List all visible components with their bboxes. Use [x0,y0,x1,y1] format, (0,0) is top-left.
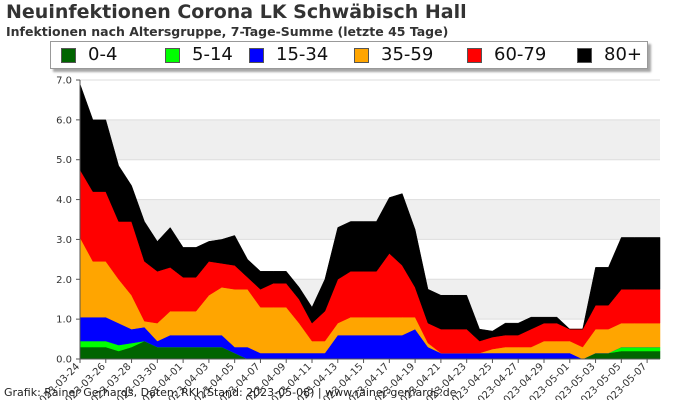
credit-text: Grafik: Rainer Gerhards, Daten: RKI (Sta… [4,386,457,399]
legend-label: 80+ [604,44,642,65]
y-tick-label: 2.0 [56,275,72,286]
legend-swatch [467,48,482,63]
legend-label: 35-59 [381,44,434,65]
legend-label: 5-14 [192,44,233,65]
legend-swatch [354,48,369,63]
chart-subtitle: Infektionen nach Altersgruppe, 7-Tage-Su… [6,24,449,39]
legend-label: 60-79 [494,44,547,65]
y-tick-label: 7.0 [56,76,72,87]
grid-band [80,159,660,200]
legend-label: 15-34 [276,44,329,65]
y-tick-labels: 0.0 1.0 2.0 3.0 4.0 5.0 6.0 7.0 [56,76,80,366]
y-tick-label: 0.0 [56,355,72,366]
legend-swatch [577,48,592,63]
legend: 0-4 5-14 15-34 35-59 60-79 80+ [50,41,648,69]
axes [79,80,660,360]
area-series-80-plus [79,83,661,342]
y-tick-label: 3.0 [56,235,72,246]
chart-title: Neuinfektionen Corona LK Schwäbisch Hall [6,1,467,23]
legend-label: 0-4 [88,44,118,65]
legend-swatch [61,48,76,63]
legend-swatch [249,48,264,63]
y-tick-label: 1.0 [56,315,72,326]
y-tick-label: 4.0 [56,195,72,206]
y-tick-label: 6.0 [56,115,72,126]
grid-band [80,119,660,160]
legend-swatch [165,48,180,63]
grid-band [80,80,660,120]
y-tick-label: 5.0 [56,155,72,166]
